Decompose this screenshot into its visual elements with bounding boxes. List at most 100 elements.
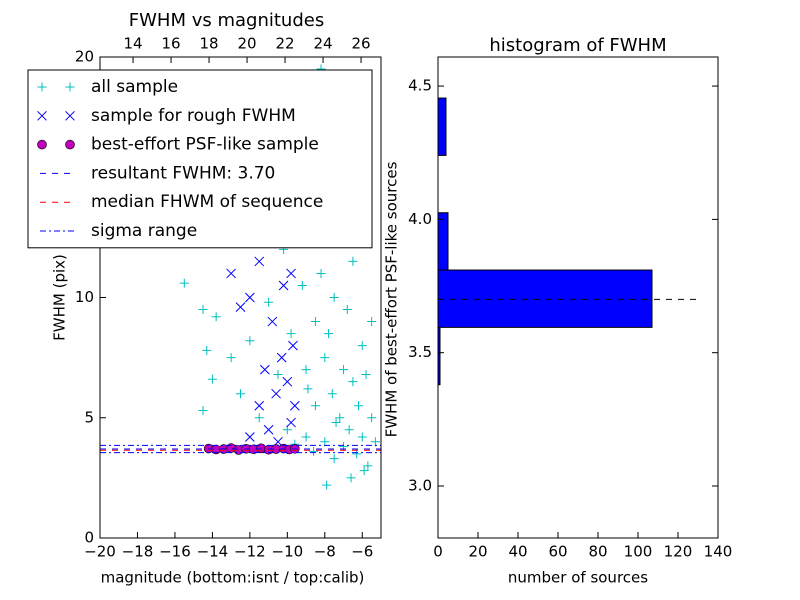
point [329,454,339,464]
point [263,424,274,435]
point [320,353,330,363]
point [226,353,236,363]
point [327,389,337,399]
plot-area [100,64,381,490]
chart-title: FWHM vs magnitudes [129,10,324,31]
y-axis-label: FWHM (pix) [51,254,69,341]
x-tick-label: −16 [159,543,191,561]
point [367,317,377,327]
point [342,305,352,315]
point [235,302,246,312]
legend-label: best-effort PSF-like sample [91,135,319,155]
point [344,425,354,435]
chart-title: histogram of FWHM [489,35,666,56]
legend-marker [65,139,75,150]
point [207,374,217,384]
point [179,278,189,288]
x-tick-label: −10 [272,543,304,561]
point [320,437,330,447]
point [309,446,319,456]
x-tick-label: −14 [197,543,229,561]
legend-marker [37,82,47,92]
legend-label: median FHWM of sequence [91,192,323,212]
point [322,480,332,490]
point [245,432,255,442]
x-tick-label: 140 [704,543,733,561]
x2-tick-label: 14 [124,35,143,53]
point [273,369,283,379]
legend-marker [37,139,47,150]
point [348,377,358,387]
point [310,401,320,411]
legend-label: all sample [91,77,178,97]
point [359,466,369,476]
point [339,365,349,375]
point [303,384,313,394]
legend-box [27,69,373,249]
point [211,312,221,322]
x-tick-label: 120 [664,543,693,561]
point [316,268,326,278]
point [236,389,245,399]
x2-tick-label: 24 [314,35,333,53]
x-tick-label: 0 [433,543,443,561]
y-tick-label: 10 [75,288,94,306]
point [335,413,345,423]
point [198,406,208,416]
point [245,292,255,303]
y-tick-label: 4.5 [408,77,432,95]
point [254,400,265,411]
point [367,413,377,423]
x2-tick-label: 20 [238,35,257,53]
bar [437,269,653,328]
point [286,268,296,279]
point [226,268,236,279]
legend-marker [65,110,75,121]
x-tick-label: 20 [468,543,487,561]
point [286,417,296,428]
point [278,280,289,291]
point [346,473,356,483]
point [348,256,358,266]
axes-frame [437,56,719,539]
bar [437,97,447,156]
x2-tick-label: 18 [200,35,219,53]
legend-label: sample for rough FWHM [91,106,296,126]
point [259,364,270,375]
y-tick-label: 4.0 [408,210,432,228]
point [301,432,311,442]
point [282,376,293,387]
x-tick-label: 40 [508,543,527,561]
point [276,352,287,363]
point [357,432,367,442]
point [324,329,334,339]
point [310,317,320,327]
point [352,449,362,459]
y-tick-label: 20 [75,48,94,66]
legend-label: resultant FWHM: 3.70 [91,163,275,183]
point [254,256,265,267]
point [339,442,349,452]
x-tick-label: 80 [588,543,607,561]
y-axis-label: FWHM of best-effort PSF-like sources [383,161,401,437]
point [271,388,281,399]
x-tick-label: −12 [234,543,266,561]
point [289,400,300,411]
point [297,280,307,290]
x-axis-label: magnitude (bottom:isnt / top:calib) [101,569,365,587]
legend-marker [37,110,47,121]
x-tick-label: 100 [624,543,653,561]
point [288,340,298,351]
y-tick-label: 5 [84,408,94,426]
point [202,345,212,355]
x-tick-label: −18 [122,543,154,561]
point [361,369,371,379]
x2-tick-label: 22 [276,35,295,53]
point [245,336,255,346]
point [331,418,341,428]
point [357,341,367,351]
point [198,305,208,315]
point [254,413,264,423]
point [370,437,380,447]
